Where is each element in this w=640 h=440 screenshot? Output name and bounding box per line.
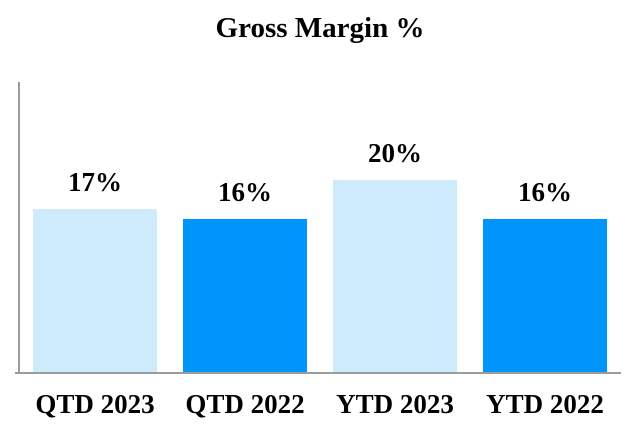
bar-value-label: 16%	[518, 177, 572, 207]
bar-value-label: 16%	[218, 177, 272, 207]
category-label: QTD 2023	[35, 389, 155, 419]
bar-value-label: 17%	[68, 167, 122, 197]
bar	[183, 219, 307, 372]
category-label: YTD 2023	[336, 389, 454, 419]
x-axis-line	[15, 372, 621, 374]
bar	[333, 180, 457, 372]
bar	[33, 209, 157, 372]
y-axis-line	[18, 82, 20, 373]
bar	[483, 219, 607, 372]
chart-title: Gross Margin %	[215, 12, 425, 44]
category-label: QTD 2022	[185, 389, 305, 419]
bar-value-label: 20%	[368, 138, 422, 168]
category-label: YTD 2022	[486, 389, 604, 419]
